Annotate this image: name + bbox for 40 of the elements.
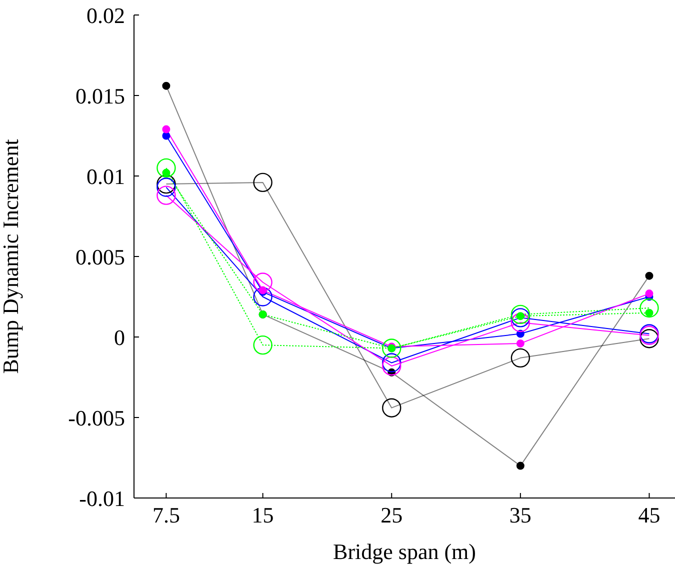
point (645, 290, 654, 298)
point (382, 398, 402, 418)
point (253, 335, 272, 355)
point (640, 329, 659, 348)
y-tick-label: -0.005 (68, 405, 125, 430)
x-axis-title: Bridge span (m) (333, 539, 476, 564)
point (162, 82, 170, 90)
point (516, 339, 524, 348)
y-tick-label: 0 (114, 324, 125, 350)
y-tick-label: 0.01 (86, 164, 125, 189)
point (156, 178, 176, 197)
point (162, 132, 170, 140)
point (382, 353, 402, 372)
y-tick-label: 0.015 (76, 83, 125, 108)
point (162, 125, 170, 134)
point (510, 312, 530, 332)
point (382, 356, 402, 376)
point (162, 168, 170, 177)
y-tick-label: 0.02 (86, 2, 125, 28)
point (253, 287, 272, 306)
x-tick-label: 7.5 (152, 502, 180, 528)
y-axis-title: Bump Dynamic Increment (0, 139, 23, 374)
x-tick-label: 15 (252, 502, 274, 528)
point (510, 304, 530, 324)
x-tick-label: 35 (509, 502, 532, 528)
y-tick-label: -0.01 (79, 486, 125, 511)
point (253, 172, 272, 192)
point (156, 158, 176, 178)
point (645, 308, 654, 317)
x-tick-label: 25 (380, 502, 403, 528)
y-tick-label: 0.005 (76, 244, 125, 270)
x-tick-label: 45 (638, 502, 660, 528)
point (510, 348, 530, 368)
point (156, 186, 176, 205)
point (645, 272, 654, 280)
point (516, 462, 524, 470)
point (640, 298, 659, 318)
point (510, 308, 530, 328)
point (156, 174, 176, 194)
point (253, 272, 272, 292)
